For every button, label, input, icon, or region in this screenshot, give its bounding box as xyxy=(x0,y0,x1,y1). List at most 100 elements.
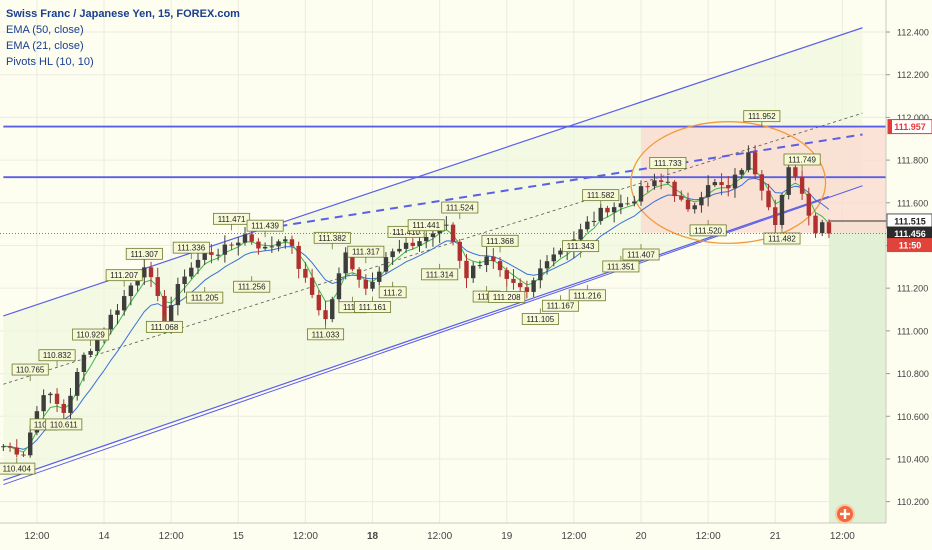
ema50-line xyxy=(3,177,830,450)
candle-body xyxy=(323,310,328,320)
time-axis-label: 19 xyxy=(501,531,513,542)
candle-body xyxy=(417,241,422,246)
candle-body xyxy=(578,229,583,240)
pivot-box xyxy=(0,462,36,475)
candle-body xyxy=(799,176,805,194)
pivot-label: 111.439 xyxy=(251,222,279,231)
candle-body xyxy=(813,215,818,234)
candle-body xyxy=(484,256,489,266)
price-axis-label: 111.600 xyxy=(897,198,928,208)
candle-body xyxy=(115,310,120,315)
pivot-label: 111.2 xyxy=(477,293,496,302)
candle-body xyxy=(779,194,785,225)
candle-body xyxy=(269,246,275,248)
price-axis-label: 112.400 xyxy=(897,28,929,38)
pivot-label: 111.317 xyxy=(352,248,380,257)
time-axis-label: 12:00 xyxy=(830,531,855,542)
pivot-label: 111.482 xyxy=(768,234,796,243)
pivot-label: 111.2 xyxy=(383,288,402,297)
candle-body xyxy=(88,351,93,355)
time-axis-label: 12:00 xyxy=(427,531,452,542)
candle-body xyxy=(370,281,375,289)
pivot-label: 111.343 xyxy=(567,242,595,251)
candle-body xyxy=(558,250,563,255)
candle-body xyxy=(41,395,46,412)
pivot-label: 111.161 xyxy=(359,303,387,312)
candle-body xyxy=(692,205,697,210)
pivot-box xyxy=(582,189,620,202)
legend-ema21[interactable]: EMA (21, close) xyxy=(6,40,84,52)
candle-body xyxy=(256,241,261,249)
pivot-box xyxy=(562,240,600,253)
time-axis-label: 14 xyxy=(98,531,110,542)
pivot-box xyxy=(38,349,76,362)
pivot-box xyxy=(441,201,479,214)
candle-body xyxy=(148,267,154,278)
candle-body xyxy=(48,393,53,396)
pivot-box xyxy=(378,286,407,299)
candle-body xyxy=(336,273,342,300)
candle-body xyxy=(383,257,389,272)
candle-body xyxy=(222,244,228,255)
candle-body xyxy=(81,354,87,372)
candle-body xyxy=(7,446,13,448)
candle-body xyxy=(658,180,664,182)
candle-body xyxy=(189,267,194,277)
pivot-box xyxy=(307,328,345,341)
price-axis-label: 111.000 xyxy=(897,326,928,336)
candle-body xyxy=(229,244,234,246)
candle-body xyxy=(752,152,758,175)
legend-ema50[interactable]: EMA (50, close) xyxy=(6,24,84,36)
pivot-box xyxy=(186,291,224,304)
pivot-label: 111.382 xyxy=(318,234,346,243)
chart-legend: Swiss Franc / Japanese Yen, 15, FOREX.co… xyxy=(6,6,240,70)
pivot-label: 111.733 xyxy=(654,159,682,168)
candle-body xyxy=(585,221,590,230)
pivot-box xyxy=(407,219,445,232)
dashed-trend-line xyxy=(251,133,863,232)
price-axis-label: 110.800 xyxy=(897,369,929,379)
price-marker-flag xyxy=(888,119,892,134)
candle-body xyxy=(121,296,127,311)
alert-badge-plus-h xyxy=(840,512,850,516)
candle-body xyxy=(242,234,248,243)
pivot-label: 110.929 xyxy=(76,331,105,340)
candle-body xyxy=(1,446,6,448)
candle-body xyxy=(826,222,832,234)
price-marker-label: 111.515 xyxy=(894,216,926,226)
pivot-label: 110.6 xyxy=(34,420,54,429)
pivot-label: 111.207 xyxy=(110,271,138,280)
pivot-box xyxy=(387,225,425,238)
pivot-box xyxy=(213,212,251,225)
candle-body xyxy=(517,282,523,288)
candle-body xyxy=(652,180,657,187)
candle-body xyxy=(464,260,469,279)
pivot-label: 111.068 xyxy=(151,323,179,332)
candle-body xyxy=(732,174,738,189)
price-axis-label: 112.000 xyxy=(897,113,929,123)
candle-body xyxy=(726,185,731,189)
candle-body xyxy=(632,201,637,204)
price-marker-box xyxy=(887,226,932,241)
pivot-label: 111.441 xyxy=(412,221,440,230)
candle-body xyxy=(605,207,610,213)
pivot-label: 111.351 xyxy=(607,262,635,271)
pivot-label: 110.611 xyxy=(50,420,78,429)
pivot-box xyxy=(125,247,163,260)
price-axis: 112.400 112.200 112.000 111.800 111.600 111.4… xyxy=(885,0,929,523)
pivot-box xyxy=(622,248,660,261)
legend-pivots[interactable]: Pivots HL (10, 10) xyxy=(6,56,94,68)
candle-body xyxy=(289,239,295,246)
candle-body xyxy=(497,261,503,271)
candle-body xyxy=(746,152,751,171)
time-axis-label: 12:00 xyxy=(696,531,721,542)
candle-body xyxy=(195,259,201,268)
candle-body xyxy=(444,224,449,226)
candle-body xyxy=(786,167,791,195)
candle-body xyxy=(202,252,207,260)
candle-body xyxy=(712,182,718,186)
candle-body xyxy=(759,174,765,191)
